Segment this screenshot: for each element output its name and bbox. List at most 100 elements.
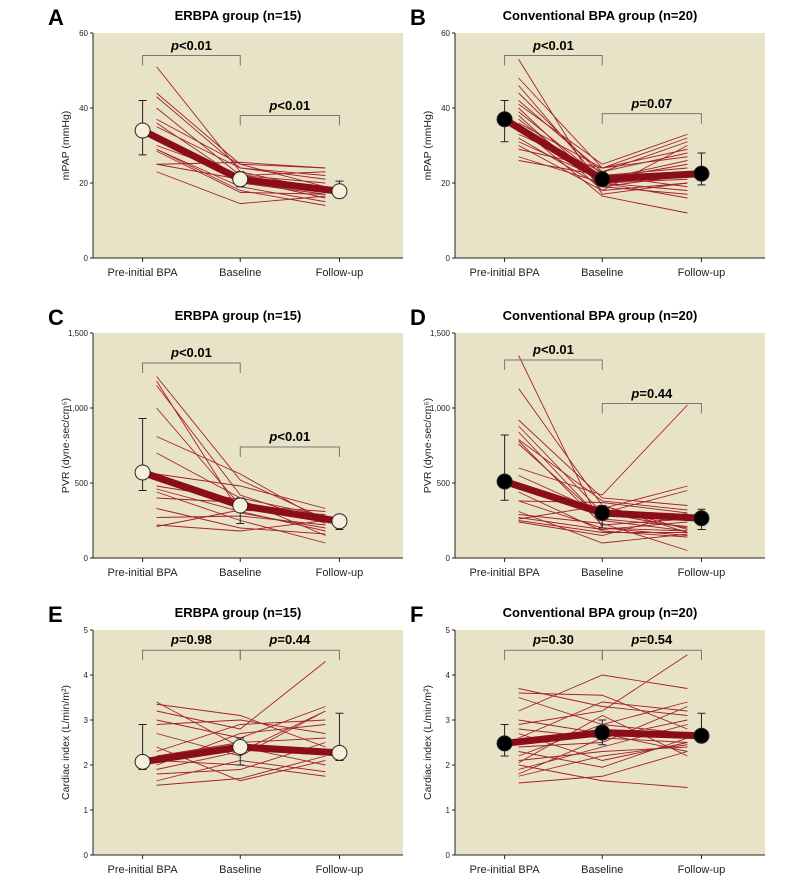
panel-title: ERBPA group (n=15) [175, 8, 302, 23]
y-tick-label: 1 [84, 806, 89, 815]
significance-bracket [601, 649, 702, 661]
p-value-label: p<0.01 [532, 342, 574, 357]
p-value-label: p<0.01 [170, 37, 212, 53]
panel-d: D Conventional BPA group (n=20) 0 500 1,000 1… [410, 305, 765, 579]
individual-line [156, 703, 326, 748]
y-axis-label: mPAP (mmHg) [422, 111, 434, 181]
individual-line [518, 692, 688, 730]
panel-letter: C [48, 305, 64, 330]
y-tick-label: 0 [84, 254, 89, 263]
panel-a: A ERBPA group (n=15) 0 20 40 60 Pre-initial BP… [48, 5, 403, 279]
mean-marker [134, 753, 151, 770]
y-tick-label: 500 [75, 479, 89, 488]
individual-line [518, 517, 688, 530]
mean-marker [331, 744, 348, 761]
p-value-label: p<0.01 [269, 429, 311, 444]
y-tick-label: 20 [441, 179, 450, 188]
individual-line [518, 103, 688, 165]
significance-bracket [239, 115, 340, 126]
p-value-label: p=0.54 [631, 632, 673, 648]
individual-line [156, 436, 326, 523]
x-tick-label: Follow-up [316, 567, 364, 579]
y-tick-label: 4 [84, 671, 89, 680]
x-tick-label: Pre-initial BPA [108, 267, 179, 279]
plot-background [455, 33, 765, 258]
individual-line [518, 674, 688, 712]
x-tick-label: Follow-up [316, 267, 364, 279]
p-value-label: p<0.01 [532, 37, 574, 53]
y-axis-label: Cardiac index (L/min/m²) [60, 685, 72, 800]
individual-line [518, 419, 688, 506]
individual-line [156, 508, 326, 535]
mean-marker [331, 513, 348, 530]
mean-marker [232, 739, 249, 755]
y-tick-label: 1,500 [68, 329, 89, 338]
individual-line [518, 751, 688, 784]
panel-title: ERBPA group (n=15) [175, 605, 302, 620]
individual-line [156, 148, 326, 206]
y-tick-label: 1 [446, 806, 451, 815]
significance-bracket [601, 113, 702, 124]
y-tick-label: 2 [446, 761, 451, 770]
x-tick-label: Follow-up [316, 864, 364, 876]
y-tick-label: 0 [84, 554, 89, 563]
individual-line [518, 126, 688, 214]
x-tick-label: Follow-up [678, 267, 726, 279]
significance-bracket [504, 359, 603, 370]
panel-title: ERBPA group (n=15) [175, 308, 302, 323]
individual-line [518, 701, 688, 739]
y-tick-label: 60 [441, 29, 450, 38]
individual-line [156, 126, 326, 180]
mean-marker [693, 510, 710, 527]
x-tick-label: Pre-initial BPA [108, 864, 179, 876]
y-tick-label: 0 [446, 851, 451, 860]
individual-line [518, 654, 688, 725]
individual-line [518, 744, 688, 777]
mean-marker [496, 111, 513, 128]
individual-line [156, 171, 326, 205]
x-tick-label: Pre-initial BPA [108, 567, 179, 579]
individual-line [156, 161, 326, 169]
y-tick-label: 5 [84, 626, 89, 635]
plot-background [455, 333, 765, 558]
individual-line [156, 150, 326, 195]
individual-line [518, 145, 688, 191]
plot-background [93, 333, 403, 558]
individual-line [518, 491, 688, 538]
y-tick-label: 60 [79, 29, 88, 38]
panel-title: Conventional BPA group (n=20) [503, 308, 698, 323]
panel-letter: F [410, 602, 423, 627]
x-tick-label: Pre-initial BPA [470, 567, 541, 579]
panel-letter: A [48, 5, 64, 30]
y-tick-label: 0 [446, 554, 451, 563]
y-tick-label: 1,000 [68, 404, 89, 413]
individual-line [518, 737, 688, 768]
y-tick-label: 3 [446, 716, 451, 725]
mean-marker [693, 727, 710, 744]
significance-bracket [504, 55, 603, 66]
panel-e: E ERBPA group (n=15) 0 1 2 3 4 5 Pre-initial BPA… [48, 602, 403, 876]
individual-line [156, 520, 326, 532]
y-tick-label: 0 [446, 254, 451, 263]
mean-marker [594, 171, 611, 188]
x-tick-label: Baseline [219, 567, 261, 579]
y-tick-label: 1,500 [430, 329, 451, 338]
individual-line [518, 520, 688, 533]
y-tick-label: 0 [84, 851, 89, 860]
significance-bracket [142, 55, 241, 66]
y-tick-label: 40 [79, 104, 88, 113]
panel-b: B Conventional BPA group (n=20) 0 20 40 60 Pre… [410, 5, 765, 279]
panel-f: F Conventional BPA group (n=20) 0 1 2 3 4 5 Pre-… [410, 602, 765, 876]
mean-marker [496, 473, 513, 490]
y-tick-label: 40 [441, 104, 450, 113]
y-axis-label: PVR (dyne·sec/cm⁵) [60, 398, 72, 493]
individual-line [518, 764, 688, 788]
x-tick-label: Baseline [581, 267, 623, 279]
mean-marker [232, 497, 249, 514]
panel-letter: E [48, 602, 63, 627]
plot-background [93, 33, 403, 258]
p-value-label: p=0.30 [532, 632, 574, 648]
individual-line [518, 500, 688, 514]
individual-line [156, 719, 326, 752]
